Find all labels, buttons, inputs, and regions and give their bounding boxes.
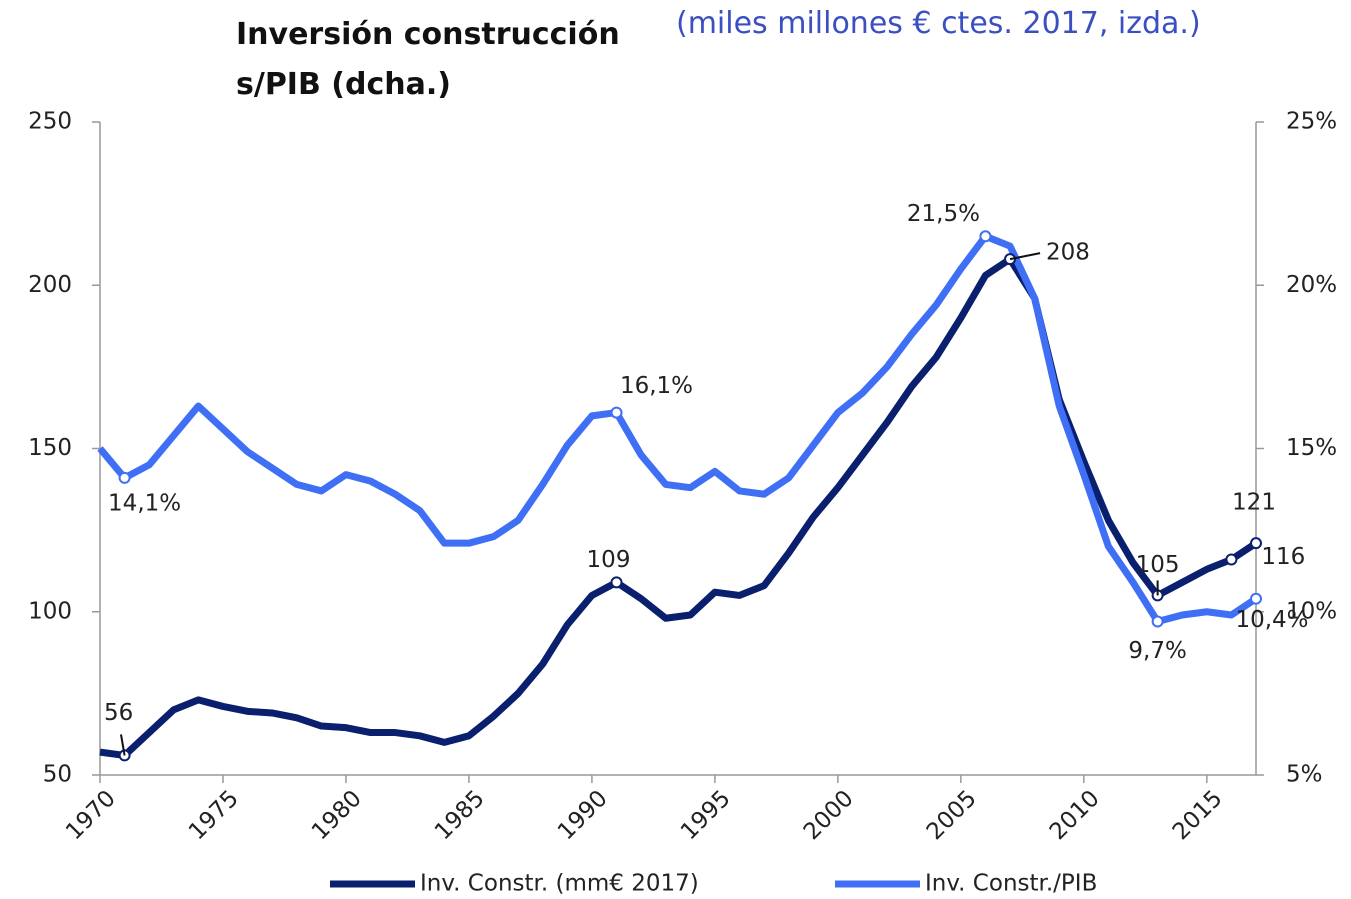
data-label: 16,1% (620, 373, 693, 399)
leader-line (120, 734, 126, 756)
x-tick-label: 2010 (1045, 785, 1105, 845)
x-tick-label: 1975 (184, 785, 244, 845)
point-marker (1151, 615, 1164, 628)
x-tick-label: 2015 (1168, 785, 1228, 845)
data-label: 109 (587, 547, 631, 573)
x-tick-label: 1970 (61, 785, 121, 845)
x-tick-label: 1990 (553, 785, 613, 845)
x-tick-label: 2005 (922, 785, 982, 845)
y2-tick-label: 5% (1286, 762, 1323, 788)
data-label: 105 (1136, 552, 1180, 578)
x-tick-label: 1995 (676, 785, 736, 845)
data-label: 121 (1232, 490, 1276, 516)
data-label: 208 (1046, 240, 1090, 266)
y-tick-label: 50 (43, 762, 72, 788)
y-tick-label: 100 (28, 598, 72, 624)
data-label: 116 (1261, 544, 1305, 570)
x-tick-label: 1980 (307, 785, 367, 845)
y2-tick-label: 25% (1286, 109, 1337, 135)
chart-subtitle: (miles millones € ctes. 2017, izda.) (676, 6, 1201, 41)
leader-line (1009, 252, 1041, 261)
data-label: 9,7% (1128, 638, 1186, 664)
data-label: 14,1% (108, 490, 181, 516)
series-line (99, 255, 1258, 759)
data-label: 21,5% (907, 201, 980, 227)
data-label: 56 (104, 700, 133, 726)
x-tick-label: 1985 (430, 785, 490, 845)
point-marker (610, 406, 623, 419)
series-line (97, 232, 1258, 626)
point-marker (1250, 592, 1262, 605)
y-tick-label: 200 (28, 272, 72, 298)
legend-label: Inv. Constr./PIB (925, 871, 1097, 897)
y-tick-label: 250 (28, 109, 72, 135)
point-marker (1225, 553, 1238, 566)
chart-title: Inversión construcción s/PIB (dcha.) (236, 17, 620, 102)
point-marker (979, 230, 992, 243)
y2-tick-label: 10% (1286, 598, 1337, 624)
y2-tick-label: 20% (1286, 272, 1337, 298)
point-marker (1250, 537, 1262, 550)
y2-tick-label: 15% (1286, 435, 1337, 461)
legend-label: Inv. Constr. (mm€ 2017) (420, 871, 699, 897)
point-marker (118, 471, 131, 484)
y-tick-label: 150 (28, 435, 72, 461)
data-label: 10,4% (1235, 607, 1308, 633)
point-marker (610, 576, 623, 589)
x-tick-label: 2000 (799, 785, 859, 845)
